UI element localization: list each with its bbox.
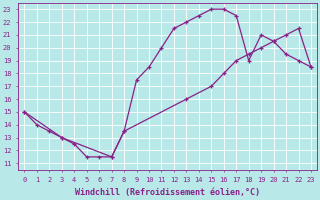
X-axis label: Windchill (Refroidissement éolien,°C): Windchill (Refroidissement éolien,°C)	[75, 188, 260, 197]
